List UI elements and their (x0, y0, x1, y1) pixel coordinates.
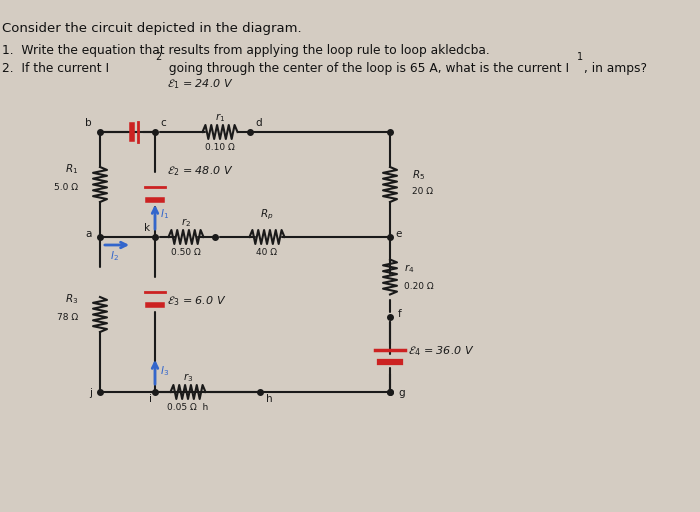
Text: Consider the circuit depicted in the diagram.: Consider the circuit depicted in the dia… (2, 22, 302, 35)
Text: 2: 2 (155, 52, 161, 62)
Text: $R_5$: $R_5$ (412, 168, 425, 182)
Text: $I_1$: $I_1$ (160, 207, 169, 221)
Text: 20 Ω: 20 Ω (412, 187, 433, 197)
Text: 0.20 Ω: 0.20 Ω (404, 282, 433, 291)
Text: , in amps?: , in amps? (584, 62, 647, 75)
Text: $\mathcal{E}_4$ = 36.0 V: $\mathcal{E}_4$ = 36.0 V (408, 345, 475, 358)
Text: 0.10 Ω: 0.10 Ω (205, 143, 235, 152)
Text: 2.  If the current I: 2. If the current I (2, 62, 109, 75)
Text: $r_4$: $r_4$ (404, 262, 414, 275)
Text: 0.05 Ω  h: 0.05 Ω h (167, 403, 209, 412)
Text: j: j (89, 388, 92, 398)
Text: going through the center of the loop is 65 A, what is the current I: going through the center of the loop is … (165, 62, 569, 75)
Text: $R_1$: $R_1$ (65, 162, 78, 176)
Text: 0.50 Ω: 0.50 Ω (171, 248, 201, 257)
Text: h: h (266, 394, 272, 404)
Text: c: c (160, 118, 166, 128)
Text: 1: 1 (577, 52, 583, 62)
Text: $R_3$: $R_3$ (64, 292, 78, 306)
Text: $R_p$: $R_p$ (260, 207, 274, 222)
Text: 78 Ω: 78 Ω (57, 313, 78, 323)
Text: 1.  Write the equation that results from applying the loop rule to loop akledcba: 1. Write the equation that results from … (2, 44, 490, 57)
Text: $I_2$: $I_2$ (110, 249, 119, 263)
Text: $\mathcal{E}_1$ = 24.0 V: $\mathcal{E}_1$ = 24.0 V (167, 77, 234, 91)
Text: $I_3$: $I_3$ (160, 364, 169, 378)
Text: $r_2$: $r_2$ (181, 216, 191, 229)
Text: e: e (395, 229, 401, 239)
Text: a: a (85, 229, 92, 239)
Text: k: k (144, 223, 150, 233)
Text: 5.0 Ω: 5.0 Ω (54, 183, 78, 193)
Text: $\mathcal{E}_2$ = 48.0 V: $\mathcal{E}_2$ = 48.0 V (167, 164, 234, 178)
Text: d: d (255, 118, 262, 128)
Text: g: g (398, 388, 405, 398)
Text: 40 Ω: 40 Ω (256, 248, 277, 257)
Text: i: i (149, 394, 152, 404)
Text: f: f (398, 309, 402, 319)
Text: $r_3$: $r_3$ (183, 371, 193, 384)
Text: $\mathcal{E}_3$ = 6.0 V: $\mathcal{E}_3$ = 6.0 V (167, 294, 226, 308)
Text: $r_1$: $r_1$ (215, 111, 225, 124)
Text: b: b (85, 118, 92, 128)
